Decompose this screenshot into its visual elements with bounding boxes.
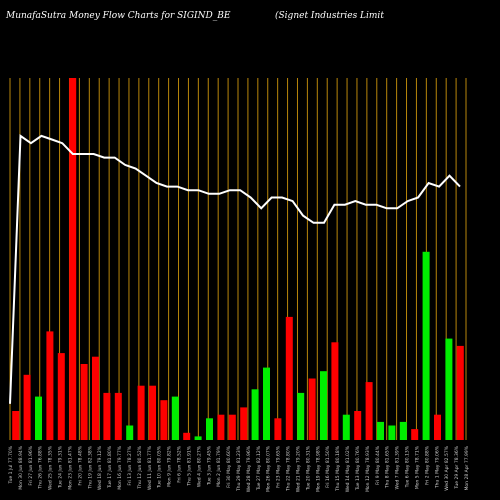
chart-title: MunafaSutra Money Flow Charts for SIGIND… xyxy=(6,11,231,21)
x-tick-label: Tue 27 May 82.12% xyxy=(256,445,262,491)
money-flow-bar xyxy=(114,392,122,440)
x-tick-label: Mon 28 Apr 77.99% xyxy=(464,445,470,490)
x-tick-label: Thu 5 Jun 81.91% xyxy=(186,445,192,487)
x-tick-label: Wed 14 May 81.02% xyxy=(345,445,351,492)
money-flow-bar xyxy=(251,389,259,440)
x-tick-label: Thu 12 Jun 80.52% xyxy=(137,445,143,489)
x-tick-label: Tue 1 Jul 77.70% xyxy=(8,445,14,484)
x-tick-label: Wed 21 May 79.20% xyxy=(296,445,302,492)
money-flow-bar xyxy=(92,356,99,440)
money-flow-bar xyxy=(320,371,327,440)
x-tick-label: Mon 23 Jun 81.47% xyxy=(68,445,74,489)
x-tick-label: Thu 22 May 78.80% xyxy=(286,445,292,492)
x-tick-label: Fri 13 Jun 78.27% xyxy=(127,445,133,485)
x-tick-label: Tue 10 Jun 80.05% xyxy=(157,445,163,489)
money-flow-bar xyxy=(399,421,407,440)
x-tick-label: Thu 15 May 80.18% xyxy=(335,445,341,492)
x-tick-label: Thu 19 Jun 82.38% xyxy=(87,445,93,489)
x-tick-label: Mon 12 May 78.93% xyxy=(365,445,371,492)
chart-subtitle: (Signet Industries Limit xyxy=(275,11,384,21)
money-flow-bar xyxy=(171,396,179,440)
money-flow-bar xyxy=(285,316,293,440)
x-tick-label: Fri 23 May 79.65% xyxy=(276,445,282,488)
money-flow-bar xyxy=(149,385,156,440)
x-tick-label: Wed 28 May 79.96% xyxy=(246,445,252,492)
x-tick-label: Fri 16 May 81.50% xyxy=(325,445,331,488)
money-flow-bar xyxy=(183,432,191,440)
money-flow-bar xyxy=(12,411,20,440)
x-tick-label: Mon 9 Jun 79.82% xyxy=(167,445,173,487)
money-flow-bar xyxy=(103,392,111,440)
x-tick-label: Thu 29 May 81.23% xyxy=(236,445,242,492)
x-tick-label: Mon 16 Jun 79.77% xyxy=(117,445,123,489)
money-flow-bar xyxy=(297,392,305,440)
price-line xyxy=(9,134,461,404)
x-tick-label: Fri 20 Jun 78.48% xyxy=(77,445,83,485)
money-flow-bar xyxy=(388,425,396,440)
x-tick-label: Fri 2 May 80.88% xyxy=(424,445,430,485)
x-tick-label: Wed 30 Apr 82.57% xyxy=(444,445,450,490)
money-flow-bar xyxy=(274,418,282,440)
x-tick-label: Wed 11 Jun 81.77% xyxy=(147,445,153,490)
money-flow-bar xyxy=(411,429,419,440)
money-flow-bar xyxy=(377,421,384,440)
money-flow-bar xyxy=(217,414,225,440)
money-flow-bar xyxy=(434,414,441,440)
money-flow-bar xyxy=(46,331,54,440)
money-flow-bar xyxy=(240,407,248,440)
x-tick-label: Mon 2 Jun 81.79% xyxy=(216,445,222,487)
money-flow-bar xyxy=(365,382,373,440)
money-flow-bar xyxy=(228,414,236,440)
x-tick-label: Thu 26 Jun 76.88% xyxy=(38,445,44,489)
money-flow-bar xyxy=(263,367,270,440)
money-flow-bar xyxy=(35,396,42,440)
money-flow-bar xyxy=(194,436,202,440)
money-flow-bar xyxy=(126,425,134,440)
x-tick-label: Tue 13 May 80.76% xyxy=(355,445,361,491)
money-flow-bar xyxy=(354,411,362,440)
money-flow-bar xyxy=(206,418,213,440)
x-tick-label: Wed 4 Jun 80.27% xyxy=(196,445,202,487)
x-tick-label: Thu 8 May 81.65% xyxy=(385,445,391,489)
x-tick-label: Tue 17 Jun 81.80% xyxy=(107,445,113,489)
money-flow-bar xyxy=(160,400,168,440)
money-flow-bar xyxy=(57,353,65,440)
x-tick-label: Mon 19 May 78.98% xyxy=(315,445,321,492)
x-tick-label: Tue 24 Jun 79.31% xyxy=(58,445,64,489)
money-flow-bar xyxy=(137,385,145,440)
money-flow-bar xyxy=(80,364,88,440)
x-tick-label: Mon 5 May 78.71% xyxy=(414,445,420,489)
money-flow-bar xyxy=(342,414,350,440)
money-flow-bar xyxy=(23,374,31,440)
money-flow-bar xyxy=(308,378,316,440)
x-tick-label: Wed 7 May 81.39% xyxy=(395,445,401,489)
x-tick-label: Fri 6 Jun 78.52% xyxy=(177,445,183,482)
money-flow-bar xyxy=(422,251,430,440)
money-flow-bar xyxy=(331,342,339,440)
x-tick-label: Tue 3 Jun 79.45% xyxy=(206,445,212,486)
x-tick-label: Tue 29 Apr 78.36% xyxy=(454,445,460,489)
x-tick-label: Fri 30 May 80.60% xyxy=(226,445,232,488)
x-tick-label: Mon 30 Jun 88.94% xyxy=(18,445,24,489)
x-tick-label: Wed 25 Jun 78.35% xyxy=(48,445,54,490)
money-flow-bar xyxy=(456,345,464,440)
x-tick-label: Fri 9 May 80.44% xyxy=(375,445,381,485)
x-tick-label: Thu 1 May 79.06% xyxy=(434,445,440,489)
money-flow-bar xyxy=(445,338,453,440)
x-tick-label: Wed 18 Jun 79.12% xyxy=(97,445,103,490)
money-flow-bar xyxy=(69,78,77,440)
x-tick-label: Mon 26 May 80.07% xyxy=(266,445,272,492)
x-tick-label: Tue 6 May 80.13% xyxy=(405,445,411,488)
x-tick-label: Fri 27 Jun 81.96% xyxy=(28,445,34,485)
x-tick-label: Tue 20 May 80.31% xyxy=(305,445,311,491)
